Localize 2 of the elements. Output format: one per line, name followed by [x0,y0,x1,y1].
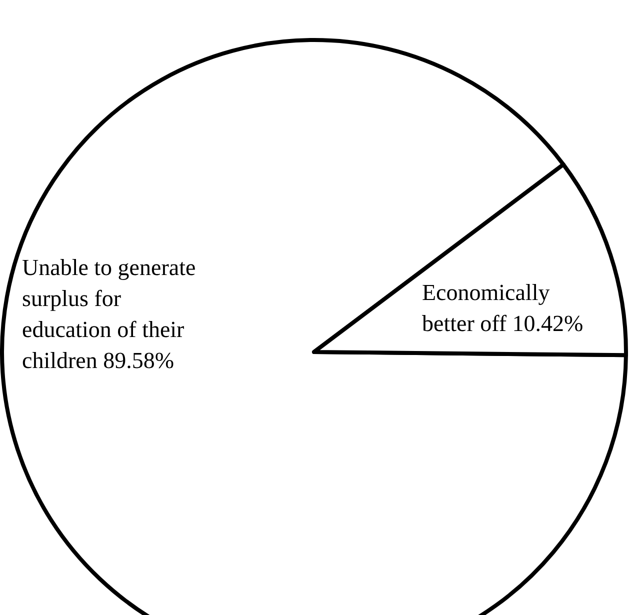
slice-label: Unable to generate surplus for education of their children 89.58% [22,255,196,373]
slice-label: Economically better off 10.42% [422,280,584,336]
